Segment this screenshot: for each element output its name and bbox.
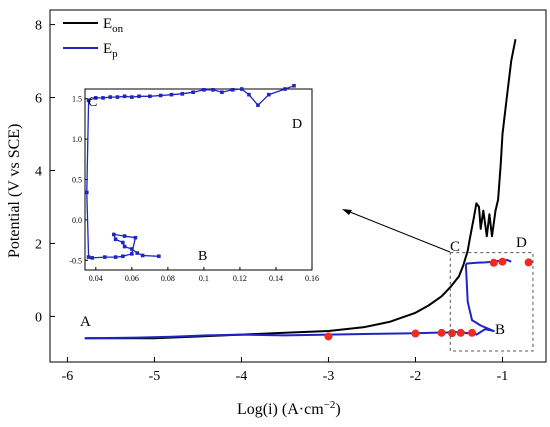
inset-x-tick-label: 0.14	[269, 274, 283, 283]
inset-data-point	[180, 92, 185, 96]
inset-data-point	[85, 190, 89, 195]
inset-data-point	[133, 235, 138, 240]
inset-series-line	[86, 85, 295, 259]
x-tick-label: -6	[62, 369, 74, 384]
x-tick-label: -5	[149, 369, 161, 384]
data-marker	[498, 257, 507, 266]
inset-y-tick-label: 1.5	[72, 95, 82, 104]
inset-data-point	[115, 95, 120, 99]
inset-x-tick-label: 0.08	[161, 274, 175, 283]
inset-data-point	[148, 94, 152, 99]
inset-data-point	[247, 92, 251, 97]
inset-label-B: B	[198, 249, 207, 264]
inset-x-tick-label: 0.1	[199, 274, 209, 283]
label-A: A	[80, 314, 91, 330]
inset-label-D: D	[292, 117, 302, 132]
inset-frame	[84, 88, 313, 271]
inset-data-point	[103, 255, 107, 259]
inset-data-point	[140, 253, 145, 258]
y-tick-label: 0	[35, 310, 42, 325]
inset-data-point	[90, 256, 95, 260]
data-marker	[468, 328, 477, 337]
data-marker	[437, 328, 446, 337]
data-marker	[411, 329, 420, 338]
data-marker	[324, 332, 333, 341]
y-tick-label: 2	[35, 237, 42, 252]
inset-x-tick-label: 0.04	[89, 274, 103, 283]
inset-data-point	[239, 87, 244, 91]
inset-x-tick-label: 0.12	[233, 274, 247, 283]
main-plot-frame	[49, 9, 547, 363]
y-tick-label: 6	[35, 92, 42, 107]
data-marker	[524, 258, 533, 267]
inset-axis-ticks: 0.04 0.06 0.08 0.1 0.12 0.14 0.16 -0.5 0.0 0.5 1.0…	[69, 95, 319, 283]
inset-label-C: C	[88, 95, 97, 110]
y-tick-label: 4	[35, 164, 42, 179]
series-eon-line	[84, 39, 517, 340]
inset-series-layer	[85, 83, 296, 260]
zoom-arrow-head	[342, 209, 352, 215]
x-tick-label: -2	[410, 369, 422, 384]
inset-x-tick-label: 0.16	[305, 274, 319, 283]
inset-data-point	[113, 237, 118, 242]
inset-data-point	[113, 255, 118, 259]
y-tick-label: 8	[35, 19, 42, 34]
data-marker	[489, 258, 498, 267]
series-ep-line	[84, 258, 512, 340]
inset-data-point	[266, 92, 271, 97]
inset-data-point	[292, 83, 296, 88]
inset-data-point	[135, 251, 140, 255]
x-tick-label: -1	[497, 369, 509, 384]
label-B: B	[495, 322, 505, 338]
y-axis-label: Potential (V vs SCE)	[6, 124, 23, 258]
inset-data-point	[202, 88, 206, 92]
legend-label-ep: Ep	[103, 41, 118, 60]
label-C: C	[450, 239, 460, 255]
inset-data-point	[283, 87, 287, 91]
main-axis-ticks: -6 -5 -4 -3 -2 -1 0 2 4 6 8	[35, 19, 508, 384]
inset-data-point	[130, 247, 134, 251]
inset-data-point	[130, 252, 134, 256]
inset-data-point	[86, 255, 91, 259]
inset-data-point	[94, 96, 98, 100]
label-D: D	[516, 235, 527, 251]
inset-data-point	[86, 98, 91, 103]
x-tick-label: -4	[236, 369, 248, 384]
inset-data-point	[122, 94, 127, 99]
inset-data-point	[230, 88, 235, 92]
inset-data-point	[256, 103, 260, 107]
inset-data-point	[121, 254, 125, 259]
inset-x-tick-label: 0.06	[125, 274, 139, 283]
inset-data-point	[137, 94, 141, 99]
x-tick-label: -3	[323, 369, 335, 384]
inset-data-point	[121, 240, 125, 245]
inset-data-point	[158, 93, 163, 98]
inset-data-point	[112, 232, 116, 237]
legend-label-eon: Eon	[103, 16, 124, 35]
inset-y-tick-label: 0.5	[72, 176, 82, 185]
zoom-box	[449, 252, 534, 352]
inset-data-point	[130, 95, 134, 99]
inset-y-tick-label: 0.0	[72, 216, 82, 225]
inset-y-tick-label: -0.5	[69, 256, 82, 265]
inset-data-point	[169, 92, 174, 97]
inset-data-point	[108, 95, 113, 99]
main-series-layer	[84, 39, 533, 341]
x-axis-label: Log(i) (A·cm−2)	[237, 399, 341, 418]
data-marker	[456, 328, 465, 337]
inset-data-point	[211, 88, 215, 92]
inset-data-point	[122, 234, 127, 238]
inset-data-point	[191, 90, 195, 95]
inset-data-point	[220, 90, 224, 95]
legend: Eon Ep	[63, 16, 124, 60]
data-marker	[448, 329, 457, 338]
inset-data-point	[101, 96, 105, 100]
zoom-arrow	[344, 209, 451, 253]
inset-y-tick-label: 1.0	[72, 135, 82, 144]
inset-data-point	[157, 254, 161, 259]
inset-data-point	[122, 244, 127, 249]
